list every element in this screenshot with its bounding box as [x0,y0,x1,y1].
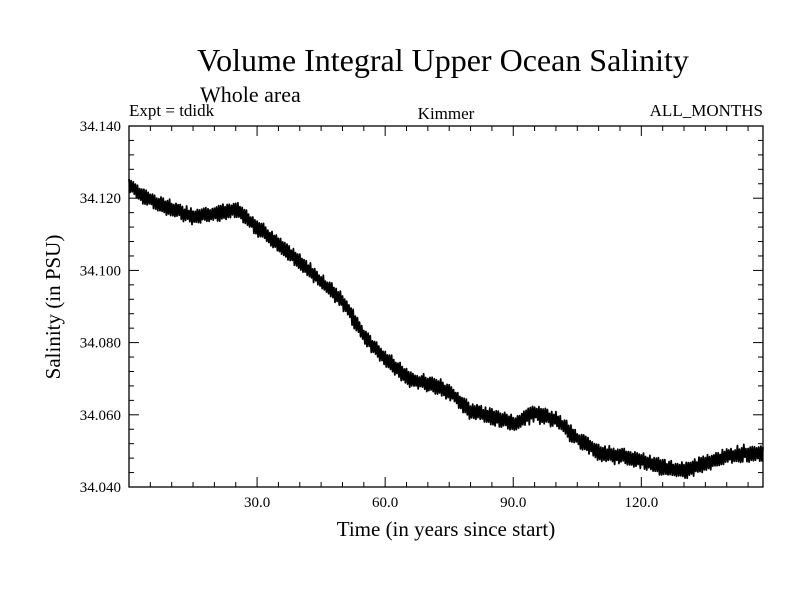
y-tick-label: 34.060 [80,408,121,424]
y-tick-label: 34.040 [80,480,121,496]
y-tick-label: 34.120 [80,191,121,207]
model-label: Kimmer [418,104,475,123]
y-tick-label: 34.080 [80,336,121,352]
y-tick-label: 34.140 [80,119,121,135]
salinity-series-line [128,178,764,480]
x-tick-label: 120.0 [624,495,658,511]
y-axis-label: Salinity (in PSU) [41,235,65,380]
x-tick-label: 90.0 [500,495,526,511]
experiment-label: Expt = tdidk [129,101,215,120]
chart-subtitle: Whole area [200,82,301,107]
x-tick-label: 30.0 [244,495,270,511]
chart-title: Volume Integral Upper Ocean Salinity [197,42,689,78]
plot-frame [128,125,764,488]
x-axis-label: Time (in years since start) [337,517,556,541]
x-tick-label: 60.0 [372,495,398,511]
months-label: ALL_MONTHS [650,101,763,120]
y-tick-label: 34.100 [80,263,121,279]
